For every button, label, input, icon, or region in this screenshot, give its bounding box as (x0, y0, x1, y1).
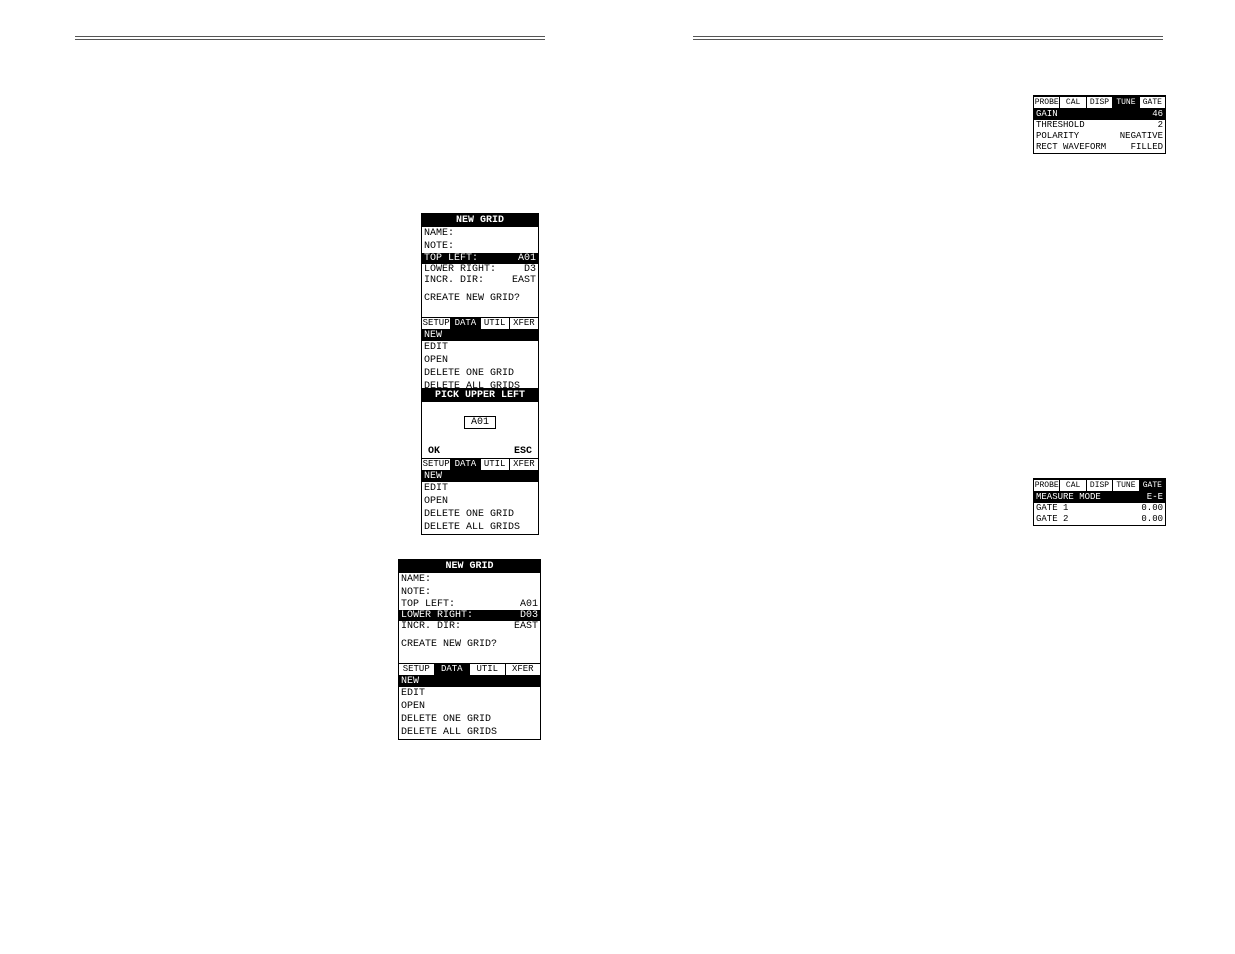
tab-util[interactable]: UTIL (481, 459, 510, 470)
field-value: 46 (1152, 109, 1163, 120)
field-label: NOTE: (399, 586, 540, 599)
tab-xfer[interactable]: XFER (510, 318, 538, 329)
field-label: RECT WAVEFORM (1036, 142, 1106, 153)
lcd-tabs: PROBECALDISPTUNEGATE (1034, 479, 1165, 492)
field-row: LOWER RIGHT: D03 (399, 610, 540, 621)
field-row: MEASURE MODE E-E (1034, 492, 1165, 503)
field-value: E-E (1147, 492, 1163, 503)
tab-util[interactable]: UTIL (470, 664, 506, 675)
field-value: NEGATIVE (1120, 131, 1163, 142)
menu-item-new[interactable]: NEW (422, 471, 538, 482)
field-row: RECT WAVEFORM FILLED (1034, 142, 1165, 153)
ok-button[interactable]: OK (428, 446, 440, 457)
field-label: NAME: (422, 227, 538, 240)
tab-gate[interactable]: GATE (1140, 97, 1165, 108)
lcd-panel-grid1: NEW GRIDNAME:NOTE:TOP LEFT:A01LOWER RIGH… (421, 213, 539, 394)
tab-data[interactable]: DATA (435, 664, 471, 675)
lcd-panel-tune: PROBECALDISPTUNEGATEGAIN46THRESHOLD2POLA… (1033, 95, 1166, 154)
menu-item-open[interactable]: OPEN (422, 354, 538, 367)
field-value: EAST (512, 275, 536, 286)
field-label: LOWER RIGHT: (424, 264, 496, 275)
tab-tune[interactable]: TUNE (1113, 480, 1139, 491)
field-value: A01 (520, 599, 538, 610)
tab-xfer[interactable]: XFER (506, 664, 541, 675)
lcd-tabs: SETUPDATAUTILXFER (399, 663, 540, 676)
tab-data[interactable]: DATA (451, 318, 480, 329)
menu-item-edit[interactable]: EDIT (422, 482, 538, 495)
field-label: TOP LEFT: (401, 599, 455, 610)
field-label: NAME: (399, 573, 540, 586)
field-label: CREATE NEW GRID? (422, 292, 538, 305)
lcd-panel-pick: PICK UPPER LEFTA01OKESCSETUPDATAUTILXFER… (421, 388, 539, 535)
panel-title: NEW GRID (422, 214, 538, 227)
field-value: D3 (524, 264, 536, 275)
menu-item-delete-one-grid[interactable]: DELETE ONE GRID (422, 367, 538, 380)
field-label: INCR. DIR: (401, 621, 461, 632)
tab-xfer[interactable]: XFER (510, 459, 538, 470)
esc-button[interactable]: ESC (514, 446, 532, 457)
lcd-tabs: SETUPDATAUTILXFER (422, 317, 538, 330)
field-row: GATE 2 0.00 (1034, 514, 1165, 525)
field-value: 0.00 (1141, 503, 1163, 514)
menu-item-new[interactable]: NEW (422, 330, 538, 341)
field-row: GATE 1 0.00 (1034, 503, 1165, 514)
panel-title: PICK UPPER LEFT (422, 389, 538, 402)
field-row: THRESHOLD 2 (1034, 120, 1165, 131)
lcd-panel-grid2: NEW GRIDNAME:NOTE:TOP LEFT:A01LOWER RIGH… (398, 559, 541, 740)
tab-disp[interactable]: DISP (1087, 480, 1113, 491)
field-label: TOP LEFT: (424, 253, 478, 264)
field-row: GAIN 46 (1034, 109, 1165, 120)
tab-data[interactable]: DATA (451, 459, 480, 470)
tab-disp[interactable]: DISP (1087, 97, 1113, 108)
field-row: TOP LEFT: A01 (422, 253, 538, 264)
pick-value[interactable]: A01 (464, 416, 496, 429)
field-row: INCR. DIR: EAST (399, 621, 540, 632)
field-value: FILLED (1131, 142, 1163, 153)
menu-item-open[interactable]: OPEN (399, 700, 540, 713)
tab-gate[interactable]: GATE (1140, 480, 1165, 491)
menu-item-open[interactable]: OPEN (422, 495, 538, 508)
lcd-tabs: SETUPDATAUTILXFER (422, 458, 538, 471)
tab-setup[interactable]: SETUP (422, 459, 451, 470)
field-row: LOWER RIGHT: D3 (422, 264, 538, 275)
field-value: D03 (520, 610, 538, 621)
field-label: GATE 1 (1036, 503, 1068, 514)
menu-item-edit[interactable]: EDIT (422, 341, 538, 354)
menu-item-edit[interactable]: EDIT (399, 687, 540, 700)
field-label: NOTE: (422, 240, 538, 253)
field-value: A01 (518, 253, 536, 264)
field-row: POLARITY NEGATIVE (1034, 131, 1165, 142)
menu-item-delete-one-grid[interactable]: DELETE ONE GRID (399, 713, 540, 726)
header-rule-right (693, 36, 1163, 42)
field-value: 0.00 (1141, 514, 1163, 525)
field-label: LOWER RIGHT: (401, 610, 473, 621)
menu-item-delete-all-grids[interactable]: DELETE ALL GRIDS (399, 726, 540, 739)
tab-tune[interactable]: TUNE (1113, 97, 1139, 108)
lcd-panel-gate: PROBECALDISPTUNEGATEMEASURE MODEE-EGATE … (1033, 478, 1166, 526)
tab-cal[interactable]: CAL (1060, 97, 1086, 108)
header-rule-left (75, 36, 545, 42)
field-row: INCR. DIR: EAST (422, 275, 538, 286)
field-label: POLARITY (1036, 131, 1079, 142)
field-label: GATE 2 (1036, 514, 1068, 525)
field-label: THRESHOLD (1036, 120, 1085, 131)
tab-probe[interactable]: PROBE (1034, 97, 1060, 108)
tab-setup[interactable]: SETUP (399, 664, 435, 675)
field-label: CREATE NEW GRID? (399, 638, 540, 651)
field-row: TOP LEFT: A01 (399, 599, 540, 610)
panel-title: NEW GRID (399, 560, 540, 573)
field-value: 2 (1158, 120, 1163, 131)
tab-setup[interactable]: SETUP (422, 318, 451, 329)
tab-probe[interactable]: PROBE (1034, 480, 1060, 491)
tab-util[interactable]: UTIL (481, 318, 510, 329)
field-value: EAST (514, 621, 538, 632)
field-label: INCR. DIR: (424, 275, 484, 286)
field-label: GAIN (1036, 109, 1058, 120)
menu-item-delete-all-grids[interactable]: DELETE ALL GRIDS (422, 521, 538, 534)
field-label: MEASURE MODE (1036, 492, 1101, 503)
menu-item-delete-one-grid[interactable]: DELETE ONE GRID (422, 508, 538, 521)
lcd-tabs: PROBECALDISPTUNEGATE (1034, 96, 1165, 109)
tab-cal[interactable]: CAL (1060, 480, 1086, 491)
menu-item-new[interactable]: NEW (399, 676, 540, 687)
